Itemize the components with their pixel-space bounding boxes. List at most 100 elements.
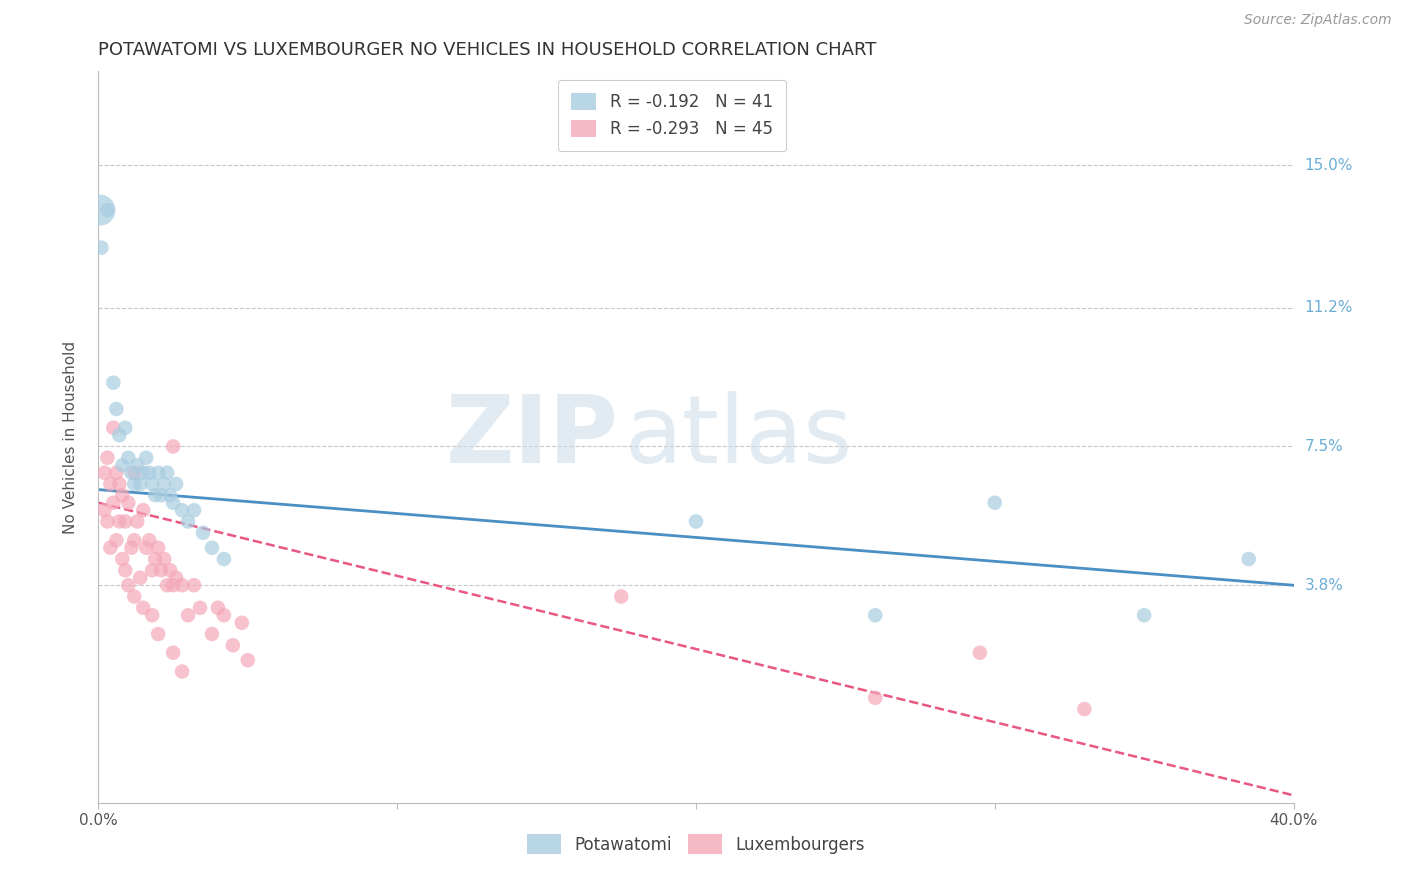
Y-axis label: No Vehicles in Household: No Vehicles in Household [63,341,77,533]
Point [141,563,163,577]
Point [96,203,118,218]
Point [191,525,214,540]
Point [90,241,112,255]
Point [212,608,235,623]
Point [177,515,200,529]
Point [148,466,170,480]
Point [132,466,155,480]
Point [188,600,211,615]
Point [222,638,245,652]
Point [1073,702,1095,716]
Point [143,552,166,566]
Point [120,466,142,480]
Point [148,541,170,555]
Point [159,488,181,502]
Point [156,578,179,592]
Point [103,496,125,510]
Point [124,533,146,548]
Point [172,665,194,679]
Text: 7.5%: 7.5% [1305,439,1343,454]
Point [89,203,111,218]
Point [129,571,152,585]
Point [201,627,224,641]
Point [141,477,163,491]
Point [201,541,224,555]
Point [150,488,173,502]
Point [111,552,134,566]
Point [172,503,194,517]
Point [865,690,887,705]
Point [132,503,155,517]
Point [124,590,146,604]
Point [685,515,707,529]
Text: atlas: atlas [624,391,852,483]
Point [96,515,118,529]
Point [183,503,205,517]
Point [610,590,633,604]
Point [165,477,187,491]
Point [172,578,194,592]
Point [120,541,142,555]
Point [138,466,160,480]
Point [117,450,139,465]
Text: ZIP: ZIP [446,391,619,483]
Point [143,488,166,502]
Point [108,477,131,491]
Legend: Potawatomi, Luxembourgers: Potawatomi, Luxembourgers [520,828,872,860]
Text: Source: ZipAtlas.com: Source: ZipAtlas.com [1244,13,1392,28]
Point [117,578,139,592]
Text: POTAWATOMI VS LUXEMBOURGER NO VEHICLES IN HOUSEHOLD CORRELATION CHART: POTAWATOMI VS LUXEMBOURGER NO VEHICLES I… [98,41,877,59]
Text: 15.0%: 15.0% [1305,158,1353,173]
Point [114,563,136,577]
Point [105,533,128,548]
Point [114,420,136,434]
Point [105,466,128,480]
Point [177,608,200,623]
Point [153,552,176,566]
Text: 3.8%: 3.8% [1305,578,1344,593]
Point [207,600,229,615]
Point [148,627,170,641]
Point [165,571,187,585]
Point [114,515,136,529]
Point [141,608,163,623]
Point [108,428,131,442]
Point [865,608,887,623]
Point [111,488,134,502]
Point [162,496,184,510]
Point [127,458,149,473]
Point [93,466,115,480]
Point [162,440,184,454]
Point [98,541,122,555]
Point [124,477,146,491]
Point [129,477,152,491]
Point [98,477,122,491]
Point [127,515,149,529]
Point [138,533,160,548]
Point [105,401,128,416]
Point [1133,608,1156,623]
Point [231,615,253,630]
Point [93,503,115,517]
Point [124,466,146,480]
Point [96,450,118,465]
Point [108,515,131,529]
Point [984,496,1007,510]
Point [103,420,125,434]
Point [212,552,235,566]
Point [103,376,125,390]
Point [150,563,173,577]
Point [156,466,179,480]
Point [153,477,176,491]
Point [111,458,134,473]
Point [135,541,157,555]
Point [969,646,991,660]
Point [183,578,205,592]
Point [162,578,184,592]
Point [236,653,259,667]
Point [135,450,157,465]
Point [132,600,155,615]
Text: 11.2%: 11.2% [1305,301,1353,315]
Point [162,646,184,660]
Point [1237,552,1260,566]
